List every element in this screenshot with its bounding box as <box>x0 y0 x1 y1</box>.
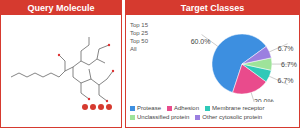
svg-text:6.7%: 6.7% <box>278 45 292 52</box>
html-text:Adhesion: Adhesion <box>174 105 199 111</box>
svg-text:60.0%: 60.0% <box>191 38 211 45</box>
html-text:Top 25: Top 25 <box>130 30 148 36</box>
html-text:Target Classes: Target Classes <box>180 3 245 13</box>
html-text:Other cytosolic protein: Other cytosolic protein <box>202 114 263 120</box>
html-text:Unclassified protein: Unclassified protein <box>137 114 190 120</box>
html-text:Top 50: Top 50 <box>130 38 148 44</box>
svg-text:6.7%: 6.7% <box>281 61 292 68</box>
svg-text:20.0%: 20.0% <box>254 98 274 102</box>
html-text:Top 15: Top 15 <box>130 22 148 28</box>
html-text:All: All <box>130 46 137 52</box>
svg-text:6.7%: 6.7% <box>278 77 292 84</box>
html-text:Protease: Protease <box>137 105 161 111</box>
html-text:Membrane receptor: Membrane receptor <box>212 105 265 111</box>
html-text:Query Molecule: Query Molecule <box>27 3 95 13</box>
